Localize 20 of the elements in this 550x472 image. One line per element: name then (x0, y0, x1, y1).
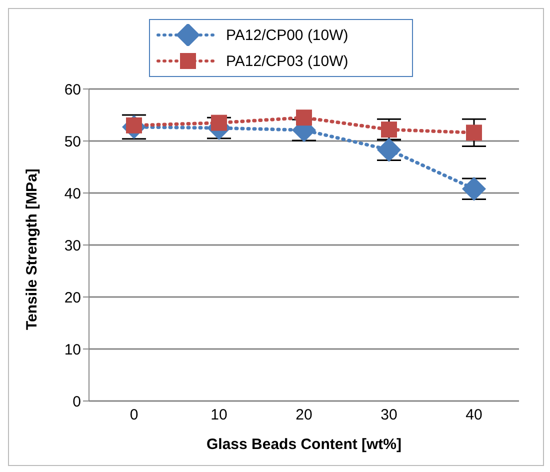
y-axis-title: Tensile Strength [MPa] (23, 168, 40, 330)
x-tick-label: 40 (466, 406, 482, 424)
y-tick-label: 10 (64, 341, 81, 358)
y-tick-label: 30 (64, 237, 81, 254)
legend-label: PA12/CP00 (10W) (226, 26, 348, 44)
legend-label: PA12/CP03 (10W) (226, 52, 348, 70)
x-tick-label: 20 (296, 406, 312, 424)
x-tick-label: 30 (380, 406, 398, 424)
x-axis-title: Glass Beads Content [wt%] (206, 436, 402, 453)
point (296, 110, 312, 126)
point (381, 122, 397, 138)
y-tick-label: 60 (64, 81, 81, 98)
y-tick-label: 0 (72, 393, 81, 410)
x-tick-label: 0 (130, 406, 138, 424)
x-tick-label: 10 (210, 406, 228, 424)
point (211, 114, 227, 131)
point (466, 124, 482, 141)
y-tick-label: 20 (64, 289, 81, 306)
y-tick-label: 40 (64, 185, 81, 202)
y-tick-label: 50 (64, 133, 81, 150)
